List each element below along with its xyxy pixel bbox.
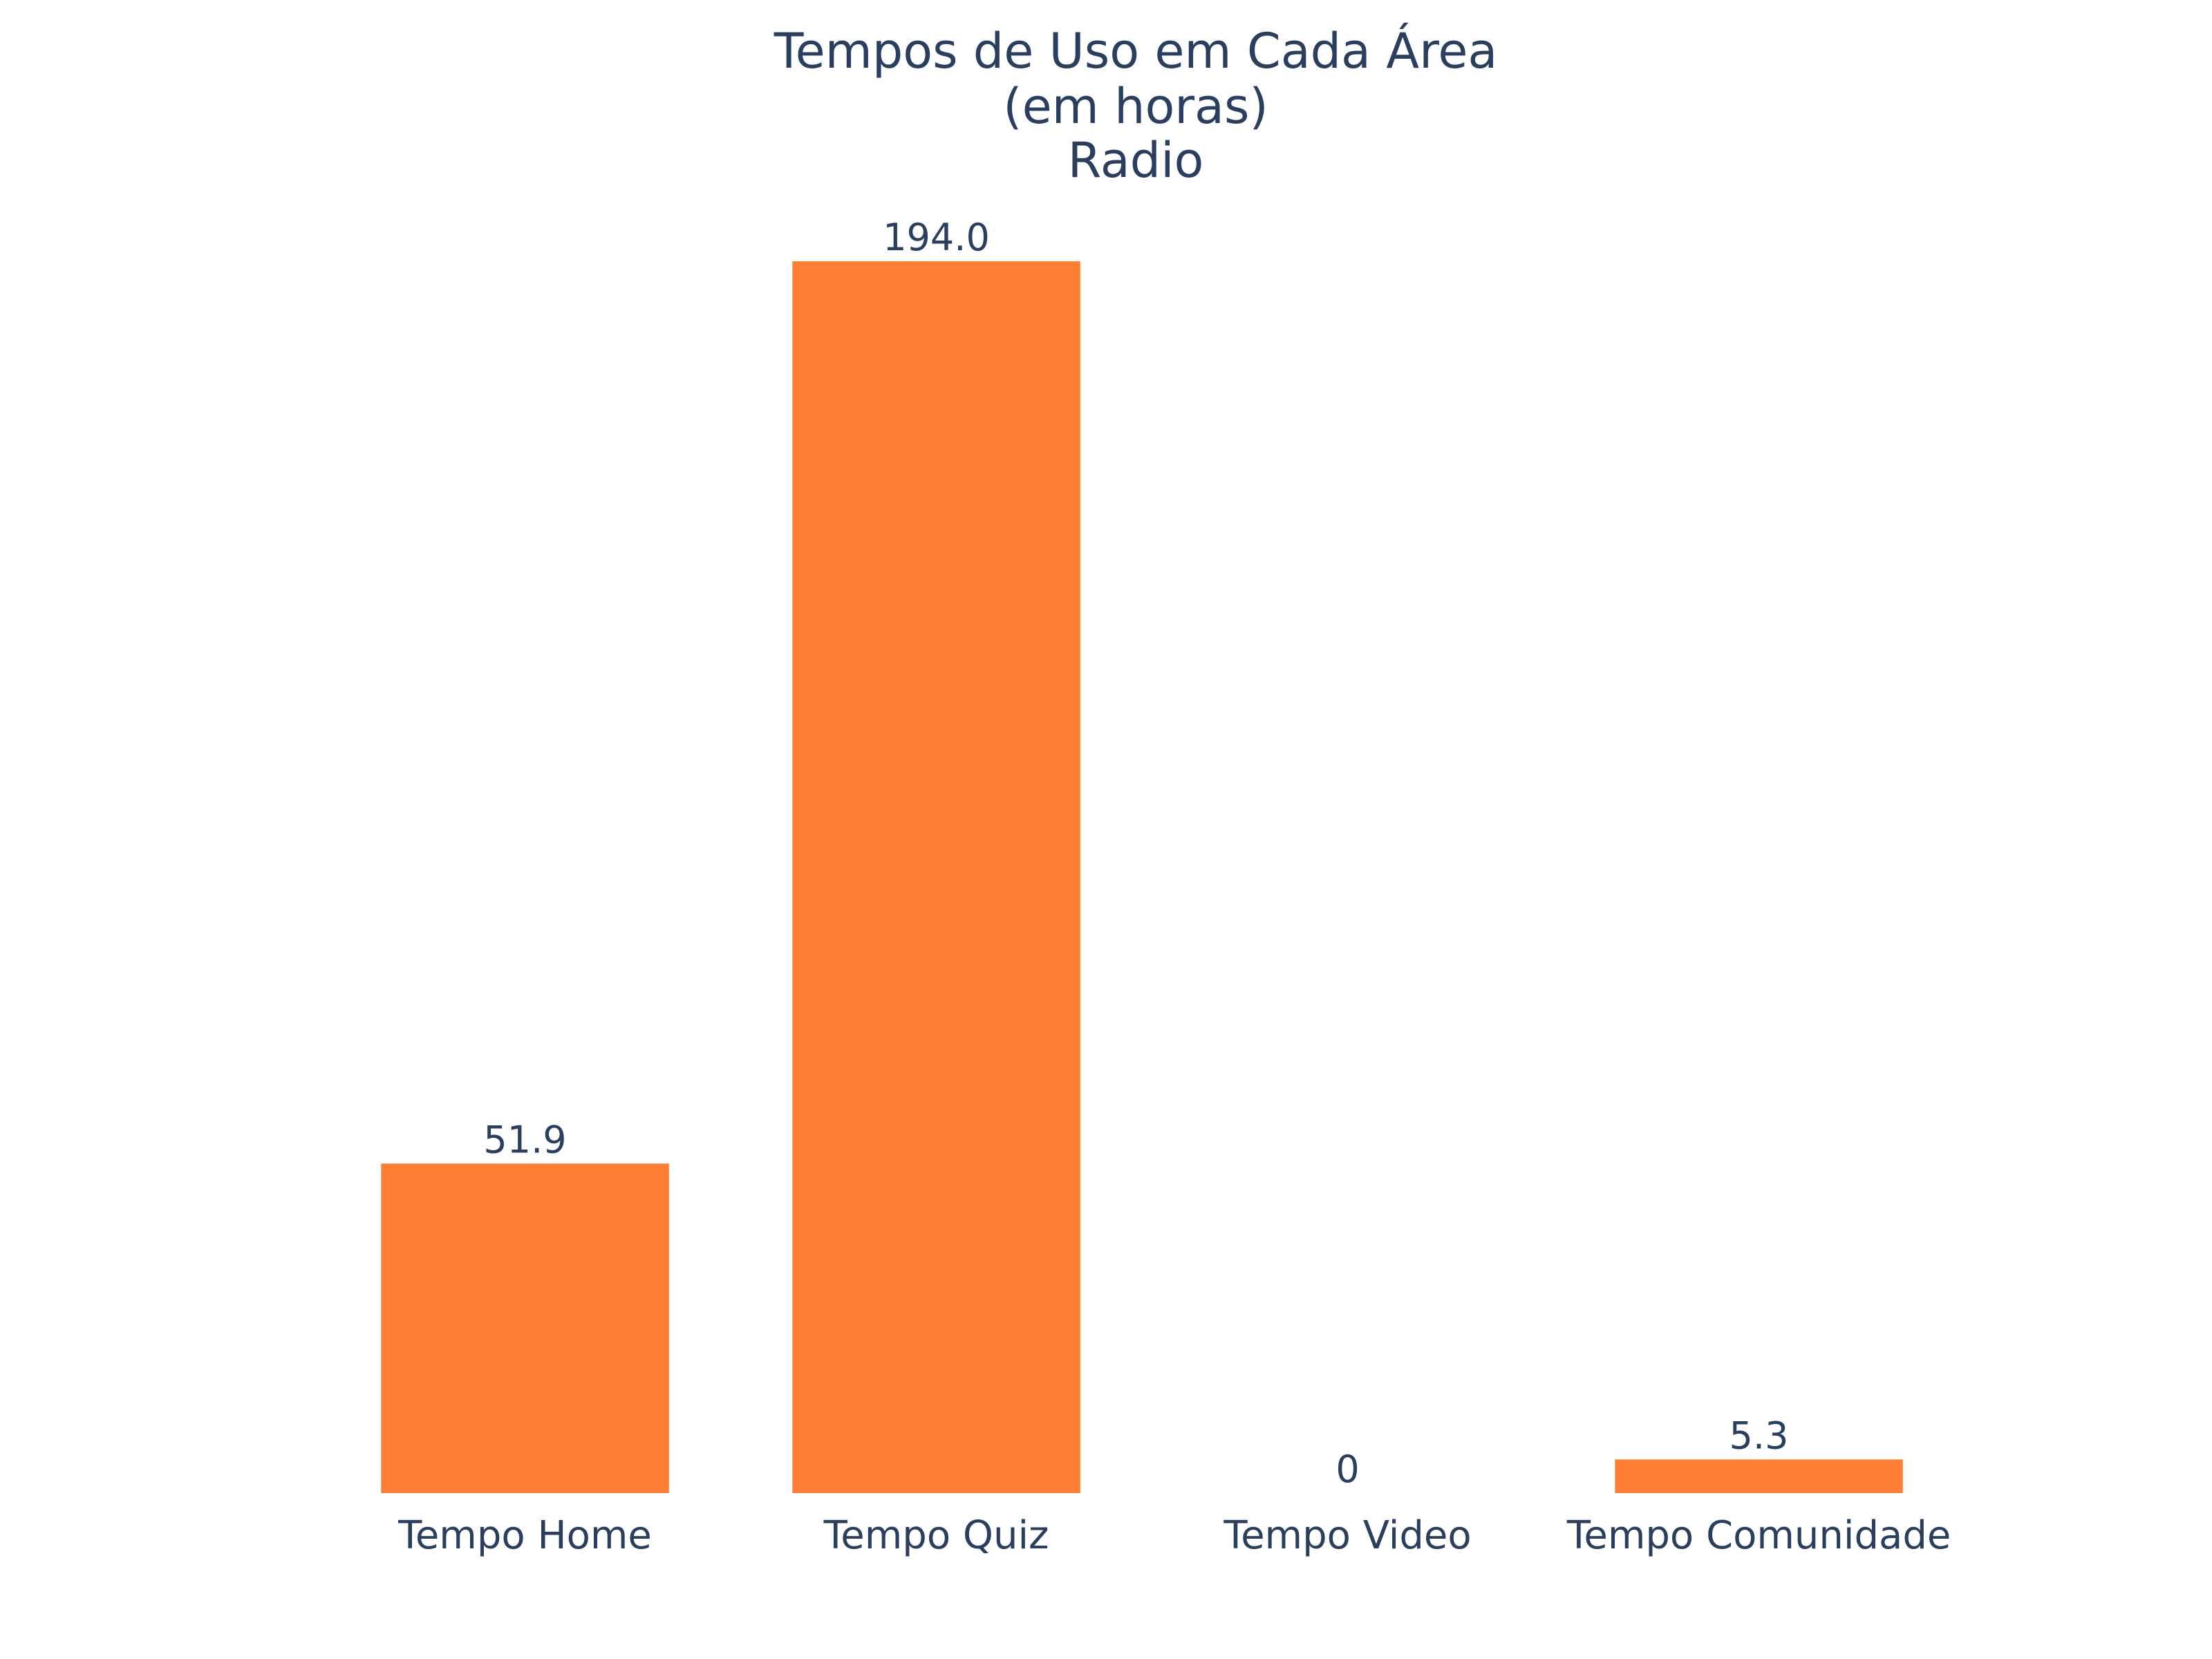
bar-tempo-quiz [792, 261, 1080, 1493]
data-label-tempo-comunidade: 5.3 [1730, 1414, 1789, 1457]
x-tick-label-tempo-home: Tempo Home [397, 1513, 652, 1558]
data-label-tempo-quiz: 194.0 [883, 216, 990, 259]
x-tick-label-tempo-quiz: Tempo Quiz [823, 1513, 1049, 1558]
chart-title-line-1: Tempos de Uso em Cada Área [774, 23, 1498, 79]
data-label-tempo-home: 51.9 [483, 1118, 566, 1161]
chart-title: Tempos de Uso em Cada Área (em horas) Ra… [774, 23, 1498, 189]
data-labels: 51.9 194.0 0 5.3 [483, 216, 1788, 1491]
bar-tempo-home [381, 1163, 669, 1493]
chart-title-line-2: (em horas) [1003, 78, 1268, 135]
x-tick-label-tempo-comunidade: Tempo Comunidade [1566, 1513, 1951, 1558]
x-axis-tick-labels: Tempo Home Tempo Quiz Tempo Video Tempo Com… [397, 1513, 1951, 1558]
chart-title-line-3: Radio [1068, 132, 1204, 189]
data-label-tempo-video: 0 [1335, 1447, 1359, 1491]
x-tick-label-tempo-video: Tempo Video [1223, 1513, 1471, 1558]
bars [381, 261, 1903, 1493]
bar-tempo-comunidade [1615, 1459, 1903, 1493]
